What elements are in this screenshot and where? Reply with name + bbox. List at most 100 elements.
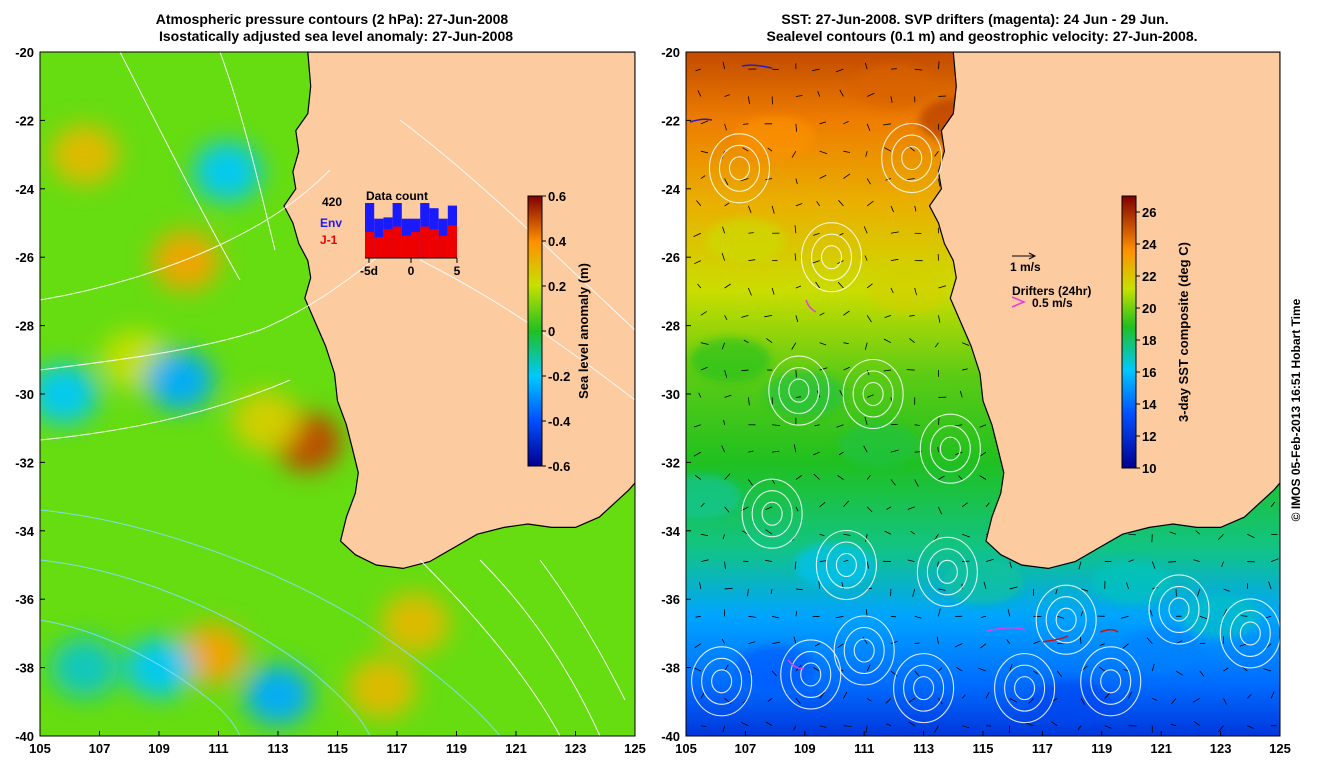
velocity-vector [748, 450, 754, 453]
x-tick-label: 117 [1032, 741, 1053, 756]
velocity-vector [771, 287, 775, 295]
x-tick-label: 107 [89, 741, 111, 756]
velocity-vector [795, 698, 801, 704]
velocity-vector [934, 342, 939, 348]
sla-blobs [40, 124, 449, 725]
velocity-vector [795, 123, 797, 132]
velocity-vector [907, 506, 915, 510]
inset-j1-bar [401, 235, 411, 258]
sla-colorbar-fill [527, 195, 543, 467]
velocity-vector [980, 643, 987, 649]
velocity-vector [938, 178, 941, 187]
drifter-track [689, 118, 713, 123]
velocity-vector [1009, 561, 1012, 569]
velocity-vector [1268, 581, 1272, 590]
inset-j1-bar [429, 229, 439, 258]
sealevel-contour [1229, 609, 1271, 657]
velocity-vector [1079, 636, 1082, 644]
velocity-vector [1051, 721, 1058, 727]
velocity-vector [864, 62, 868, 70]
velocity-vector [816, 201, 820, 207]
velocity-vector [794, 561, 797, 570]
sealevel-contour [810, 233, 853, 281]
left-subtitle: Isostatically adjusted sea level anomaly… [159, 28, 513, 44]
inset-max-label: 420 [322, 195, 342, 209]
velocity-vector [722, 226, 725, 234]
inset-env-label: Env [320, 216, 342, 230]
drifter-scale-label: 0.5 m/s [1032, 296, 1073, 310]
x-tick-label: 109 [794, 741, 816, 756]
velocity-vector [722, 725, 725, 733]
x-tick-label: 107 [735, 741, 757, 756]
y-tick-label: -32 [661, 455, 680, 470]
velocity-vector [1223, 608, 1228, 617]
velocity-vector [813, 451, 820, 456]
velocity-vector [700, 502, 705, 508]
velocity-vector [817, 90, 821, 97]
velocity-vector [914, 68, 923, 71]
drifter-legend-arrow [1011, 296, 1026, 308]
inset-j1-bar [447, 225, 457, 258]
velocity-vector [772, 450, 780, 453]
velocity-vector [1218, 725, 1224, 733]
velocity-vector [765, 506, 773, 510]
velocity-vector [1193, 720, 1201, 727]
sst-patch [853, 64, 934, 109]
velocity-vector [938, 667, 943, 672]
drifter-tracks [689, 64, 1119, 670]
velocity-vector [838, 200, 844, 207]
sealevel-contour [708, 133, 771, 204]
drifter-track [741, 64, 773, 69]
velocity-vector [961, 502, 968, 508]
velocity-vector [818, 580, 821, 589]
sealevel-contour [718, 144, 761, 192]
pressure-contour [399, 119, 635, 331]
velocity-vector [724, 202, 730, 207]
velocity-vector [890, 231, 899, 234]
velocity-vector [938, 61, 940, 70]
velocity-vector [843, 725, 852, 727]
velocity-vector [884, 147, 892, 152]
inset-j1-bar [411, 231, 421, 258]
velocity-vector [1146, 637, 1153, 644]
velocity-vector [863, 445, 868, 453]
pressure-contour [219, 52, 276, 251]
sealevel-contour [1080, 646, 1142, 717]
velocity-vector [835, 68, 844, 73]
velocity-vector [1080, 611, 1084, 617]
velocity-vector [795, 203, 803, 207]
velocity-vector [748, 615, 757, 618]
velocity-vector [771, 670, 778, 677]
velocity-vector [1240, 615, 1248, 617]
sst-patch [735, 115, 816, 160]
velocity-vector [696, 200, 702, 207]
velocity-vector [791, 342, 797, 350]
y-tick-label: -40 [661, 729, 680, 744]
sealevel-contour [835, 552, 857, 578]
y-tick-label: -32 [15, 455, 34, 470]
velocity-vector [867, 394, 874, 398]
pressure-contour [40, 509, 501, 736]
inset-j1-bar [420, 226, 430, 258]
colorbar-tick-label: -0.4 [548, 414, 571, 429]
velocity-vector [914, 287, 917, 296]
velocity-vector [695, 615, 701, 618]
colorbar-tick-label: 22 [1142, 269, 1156, 284]
velocity-vector [1247, 533, 1255, 539]
velocity-vector [747, 397, 750, 406]
velocity-scale-label: 1 m/s [1010, 260, 1041, 274]
velocity-vector [1151, 663, 1155, 672]
velocity-vector [724, 394, 732, 398]
velocity-vector [1080, 698, 1086, 705]
velocity-vector [1008, 725, 1011, 733]
velocity-vector [910, 530, 915, 535]
sst-patch [690, 337, 771, 382]
drifter-track [986, 627, 1026, 632]
velocity-vector [747, 96, 750, 104]
sst-texture [686, 64, 1261, 724]
velocity-vector [936, 636, 939, 644]
colorbar-tick-label: 0 [548, 324, 555, 339]
colorbar-tick-label: 20 [1142, 301, 1156, 316]
velocity-vector [865, 725, 868, 733]
velocity-vector [819, 342, 827, 346]
